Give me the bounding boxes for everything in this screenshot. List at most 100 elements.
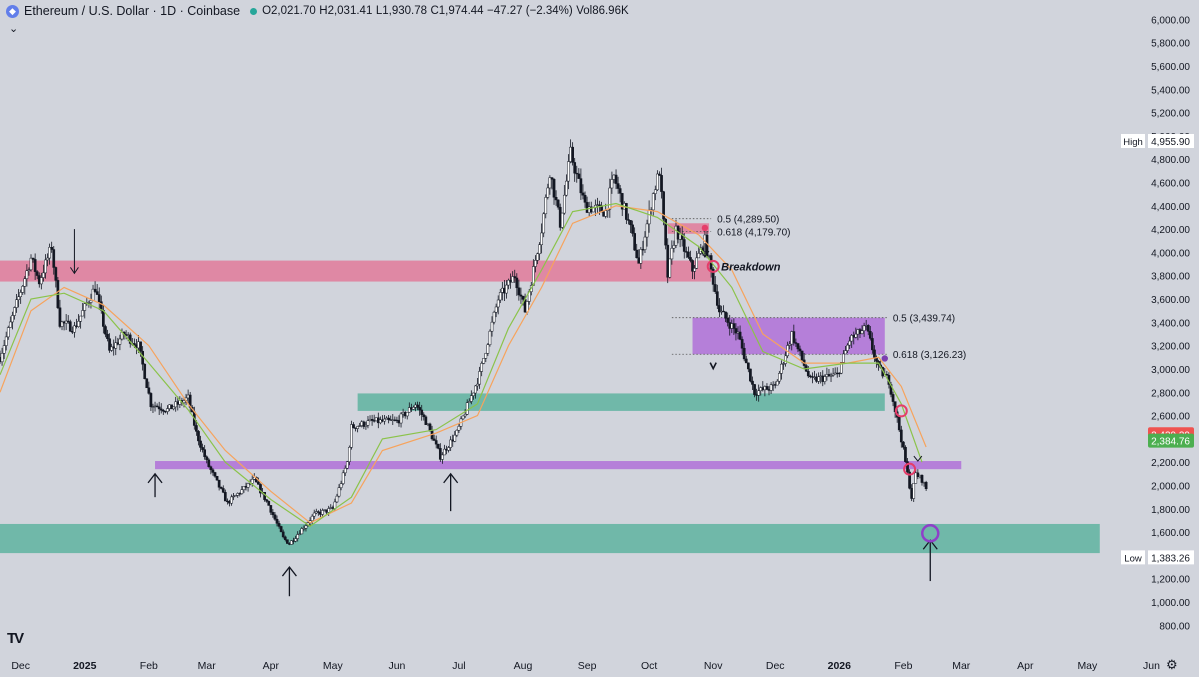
candle-body xyxy=(718,305,721,313)
candle-body xyxy=(166,408,169,412)
candle-body xyxy=(620,193,624,210)
candle-body xyxy=(635,249,639,258)
candle-body xyxy=(542,213,546,234)
candle-body xyxy=(658,173,661,176)
candle-body xyxy=(77,321,80,327)
ethereum-logo-icon: ◆ xyxy=(6,4,19,18)
moving-average-line xyxy=(0,205,927,524)
candle-body xyxy=(753,384,756,395)
candle-body xyxy=(691,260,694,272)
candle-body xyxy=(908,471,911,489)
candle-body xyxy=(608,187,612,210)
candle-body xyxy=(579,178,583,194)
candle-body xyxy=(494,306,498,313)
candle-body xyxy=(234,495,238,497)
candle-body xyxy=(87,302,91,304)
candle-body xyxy=(482,358,486,364)
candle-body xyxy=(407,407,411,413)
candle-body xyxy=(469,395,473,402)
x-tick-label: Mar xyxy=(952,660,971,672)
candle-body xyxy=(476,383,479,387)
candle-body xyxy=(513,276,517,279)
candle-body xyxy=(39,277,43,285)
target-ring-icon xyxy=(921,524,940,543)
down-arrow-head xyxy=(700,250,710,258)
chevron-down-icon[interactable]: ⌄ xyxy=(9,23,19,35)
candle-body xyxy=(784,355,787,364)
candle-body xyxy=(765,386,769,390)
ohlc-change: −47.27 (−2.34%) xyxy=(487,5,573,17)
small-down-arrow-icon xyxy=(913,455,923,462)
candle-body xyxy=(873,349,876,358)
candle-body xyxy=(560,212,564,228)
candle-body xyxy=(616,183,620,189)
candle-body xyxy=(488,330,492,345)
candle-body xyxy=(79,315,82,322)
candle-body xyxy=(343,467,347,474)
candle-body xyxy=(23,278,27,287)
candle-body xyxy=(695,257,699,269)
candle-body xyxy=(108,338,111,351)
candle-body xyxy=(81,310,85,317)
symbol-title[interactable]: Ethereum / U.S. Dollar · 1D · Coinbase xyxy=(24,4,241,18)
y-tick-label: 2,000.00 xyxy=(1151,482,1190,493)
up-arrow-head xyxy=(443,472,459,484)
candle-body xyxy=(246,483,250,488)
price-tag-label: Low xyxy=(1124,553,1142,564)
candle-body xyxy=(515,277,519,289)
candle-body xyxy=(97,294,101,302)
candle-body xyxy=(556,199,560,208)
candle-body xyxy=(682,239,686,252)
signal-dot-icon xyxy=(701,224,709,232)
x-tick-label: Feb xyxy=(140,660,158,672)
candle-body xyxy=(662,191,665,220)
candle-body xyxy=(633,233,636,251)
gear-icon[interactable]: ⚙ xyxy=(1166,657,1178,672)
candle-body xyxy=(891,394,895,402)
candle-body xyxy=(780,363,783,374)
candle-body xyxy=(399,413,403,424)
candle-body xyxy=(806,371,810,377)
candle-body xyxy=(672,245,676,249)
x-tick-label: Apr xyxy=(1017,660,1034,672)
candle-body xyxy=(639,249,643,264)
candle-body xyxy=(823,376,827,382)
candle-body xyxy=(571,146,574,163)
candle-body xyxy=(782,363,785,365)
candle-body xyxy=(581,192,585,196)
ohlc-close: C1,974.44 xyxy=(430,5,484,17)
candle-body xyxy=(722,310,725,313)
candle-body xyxy=(643,236,647,250)
candle-body xyxy=(232,495,235,498)
candle-body xyxy=(230,496,233,504)
y-tick-label: 4,600.00 xyxy=(1151,178,1190,189)
y-tick-label: 3,400.00 xyxy=(1151,318,1190,329)
x-tick-label: May xyxy=(323,660,344,672)
candle-body xyxy=(350,424,353,448)
candle-body xyxy=(405,411,409,417)
candle-body xyxy=(31,257,35,260)
candle-body xyxy=(294,538,297,542)
candle-body xyxy=(668,258,672,278)
candle-body xyxy=(906,461,909,473)
candle-body xyxy=(317,511,320,513)
candle-body xyxy=(133,343,136,346)
candle-body xyxy=(757,390,761,396)
candle-body xyxy=(540,232,543,246)
candle-body xyxy=(333,501,337,509)
candle-body xyxy=(511,276,515,283)
candle-body xyxy=(356,426,359,429)
candle-body xyxy=(850,335,854,342)
y-tick-label: 1,800.00 xyxy=(1151,505,1190,516)
candle-body xyxy=(52,249,56,268)
candle-body xyxy=(664,218,668,246)
tradingview-logo[interactable]: TV xyxy=(7,630,24,647)
candle-body xyxy=(250,479,254,484)
price-tag-value: 4,955.90 xyxy=(1151,137,1190,148)
candle-body xyxy=(775,380,779,386)
candle-body xyxy=(505,284,508,294)
candle-body xyxy=(653,189,657,194)
candle-body xyxy=(420,409,424,415)
candle-body xyxy=(457,426,461,431)
